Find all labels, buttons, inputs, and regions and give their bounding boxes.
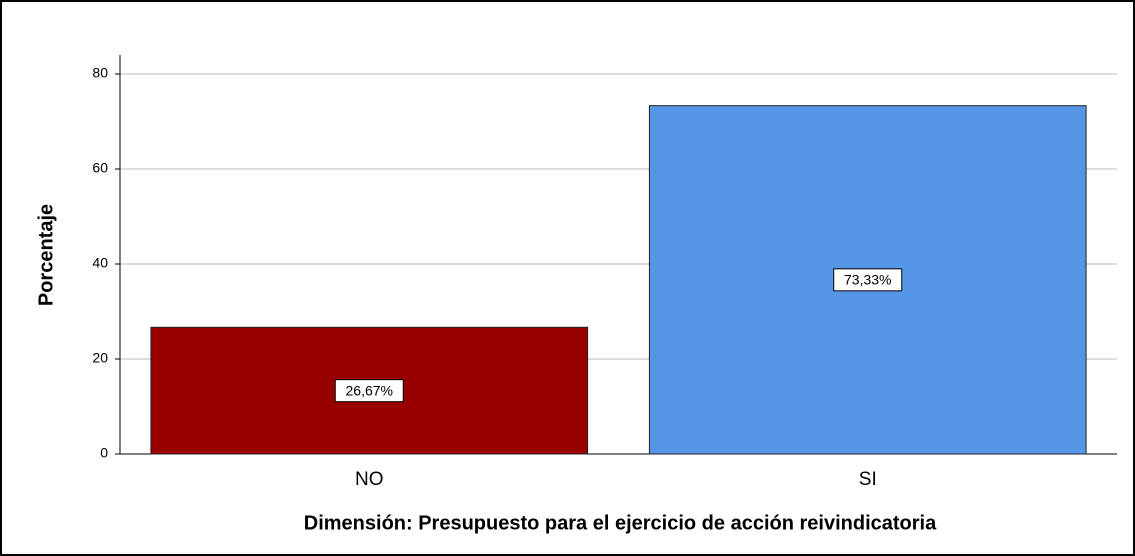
x-tick-label: SI [859, 469, 877, 490]
y-tick-label: 0 [100, 445, 108, 461]
x-axis-title: Dimensión: Presupuesto para el ejercicio… [304, 512, 937, 534]
x-tick-label: NO [355, 469, 384, 490]
value-label: 26,67% [346, 382, 393, 398]
y-tick-label: 20 [92, 350, 108, 366]
value-label-box [334, 379, 404, 403]
y-tick-label: 80 [92, 65, 108, 81]
y-axis-title: Porcentaje [35, 204, 57, 306]
y-tick-label: 40 [92, 255, 108, 271]
y-tick-label: 60 [92, 160, 108, 176]
value-label: 73,33% [844, 272, 891, 288]
value-label-box [833, 268, 903, 292]
